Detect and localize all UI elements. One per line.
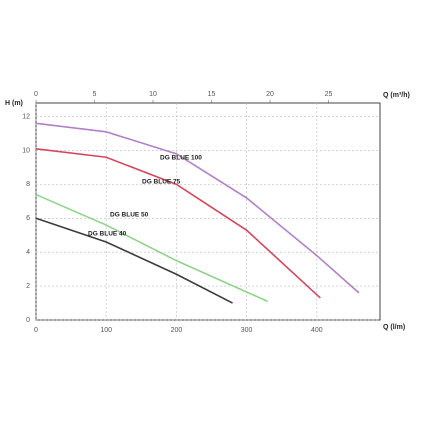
curve bbox=[35, 193, 268, 303]
curve-label: DG BLUE 40 bbox=[88, 231, 127, 238]
curve-label: DG BLUE 75 bbox=[142, 179, 181, 186]
x-tick-label: 300 bbox=[241, 327, 253, 334]
x-tick-label: 100 bbox=[100, 327, 112, 334]
x2-axis-label: Q (m³/h) bbox=[383, 92, 410, 99]
curve-label: DG BLUE 100 bbox=[160, 155, 202, 162]
curve bbox=[35, 147, 321, 299]
x2-tick-label: 25 bbox=[325, 91, 333, 98]
plot-frame bbox=[35, 102, 381, 321]
x2-tick-label: 5 bbox=[93, 91, 97, 98]
x-axis-label: Q (l/m) bbox=[383, 324, 405, 331]
y-tick-label: 2 bbox=[26, 283, 30, 290]
y-tick-label: 12 bbox=[22, 113, 30, 120]
x-tick-label: 200 bbox=[171, 327, 183, 334]
curve-label: DG BLUE 50 bbox=[110, 212, 149, 219]
x2-tick-label: 15 bbox=[208, 91, 216, 98]
y-tick-label: 8 bbox=[26, 181, 30, 188]
y-tick-label: 6 bbox=[26, 215, 30, 222]
y-axis-label: H (m) bbox=[5, 100, 23, 107]
x2-tick-label: 0 bbox=[34, 91, 38, 98]
x-tick-label: 400 bbox=[311, 327, 323, 334]
y-tick-label: 0 bbox=[26, 317, 30, 324]
y-tick-label: 4 bbox=[26, 249, 30, 256]
y-tick-label: 10 bbox=[22, 147, 30, 154]
curve bbox=[35, 122, 360, 294]
curve bbox=[35, 217, 233, 304]
x2-tick-label: 20 bbox=[266, 91, 274, 98]
x2-tick-label: 10 bbox=[149, 91, 157, 98]
x-tick-label: 0 bbox=[34, 327, 38, 334]
